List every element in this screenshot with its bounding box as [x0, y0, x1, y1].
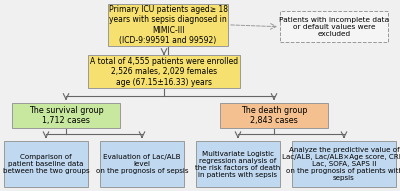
Text: Primary ICU patients aged≥ 18
years with sepsis diagnosed in
MIMIC-III
(ICD-9:99: Primary ICU patients aged≥ 18 years with… [108, 5, 228, 45]
FancyBboxPatch shape [88, 55, 240, 88]
FancyBboxPatch shape [220, 103, 328, 128]
FancyBboxPatch shape [292, 141, 396, 187]
Text: A total of 4,555 patients were enrolled
2,526 males, 2,029 females
age (67.15±16: A total of 4,555 patients were enrolled … [90, 57, 238, 87]
FancyBboxPatch shape [280, 11, 388, 42]
FancyBboxPatch shape [4, 141, 88, 187]
FancyBboxPatch shape [108, 4, 228, 46]
Text: The death group
2,843 cases: The death group 2,843 cases [241, 106, 307, 125]
Text: Comparison of
patient baseline data
between the two groups: Comparison of patient baseline data betw… [3, 154, 89, 174]
Text: Evaluation of Lac/ALB
level
on the prognosis of sepsis: Evaluation of Lac/ALB level on the progn… [96, 154, 188, 174]
FancyBboxPatch shape [100, 141, 184, 187]
Text: Multivariate Logistic
regression analysis of
the risk factors of death
in patien: Multivariate Logistic regression analysi… [195, 151, 281, 178]
Text: The survival group
1,712 cases: The survival group 1,712 cases [29, 106, 103, 125]
Text: Analyze the predictive value of
Lac/ALB, Lac/ALB×Age score, CRP,
Lac, SOFA, SAPS: Analyze the predictive value of Lac/ALB,… [282, 147, 400, 181]
FancyBboxPatch shape [12, 103, 120, 128]
Text: Patients with incomplete data
or default values were
excluded: Patients with incomplete data or default… [279, 17, 389, 37]
FancyBboxPatch shape [196, 141, 280, 187]
